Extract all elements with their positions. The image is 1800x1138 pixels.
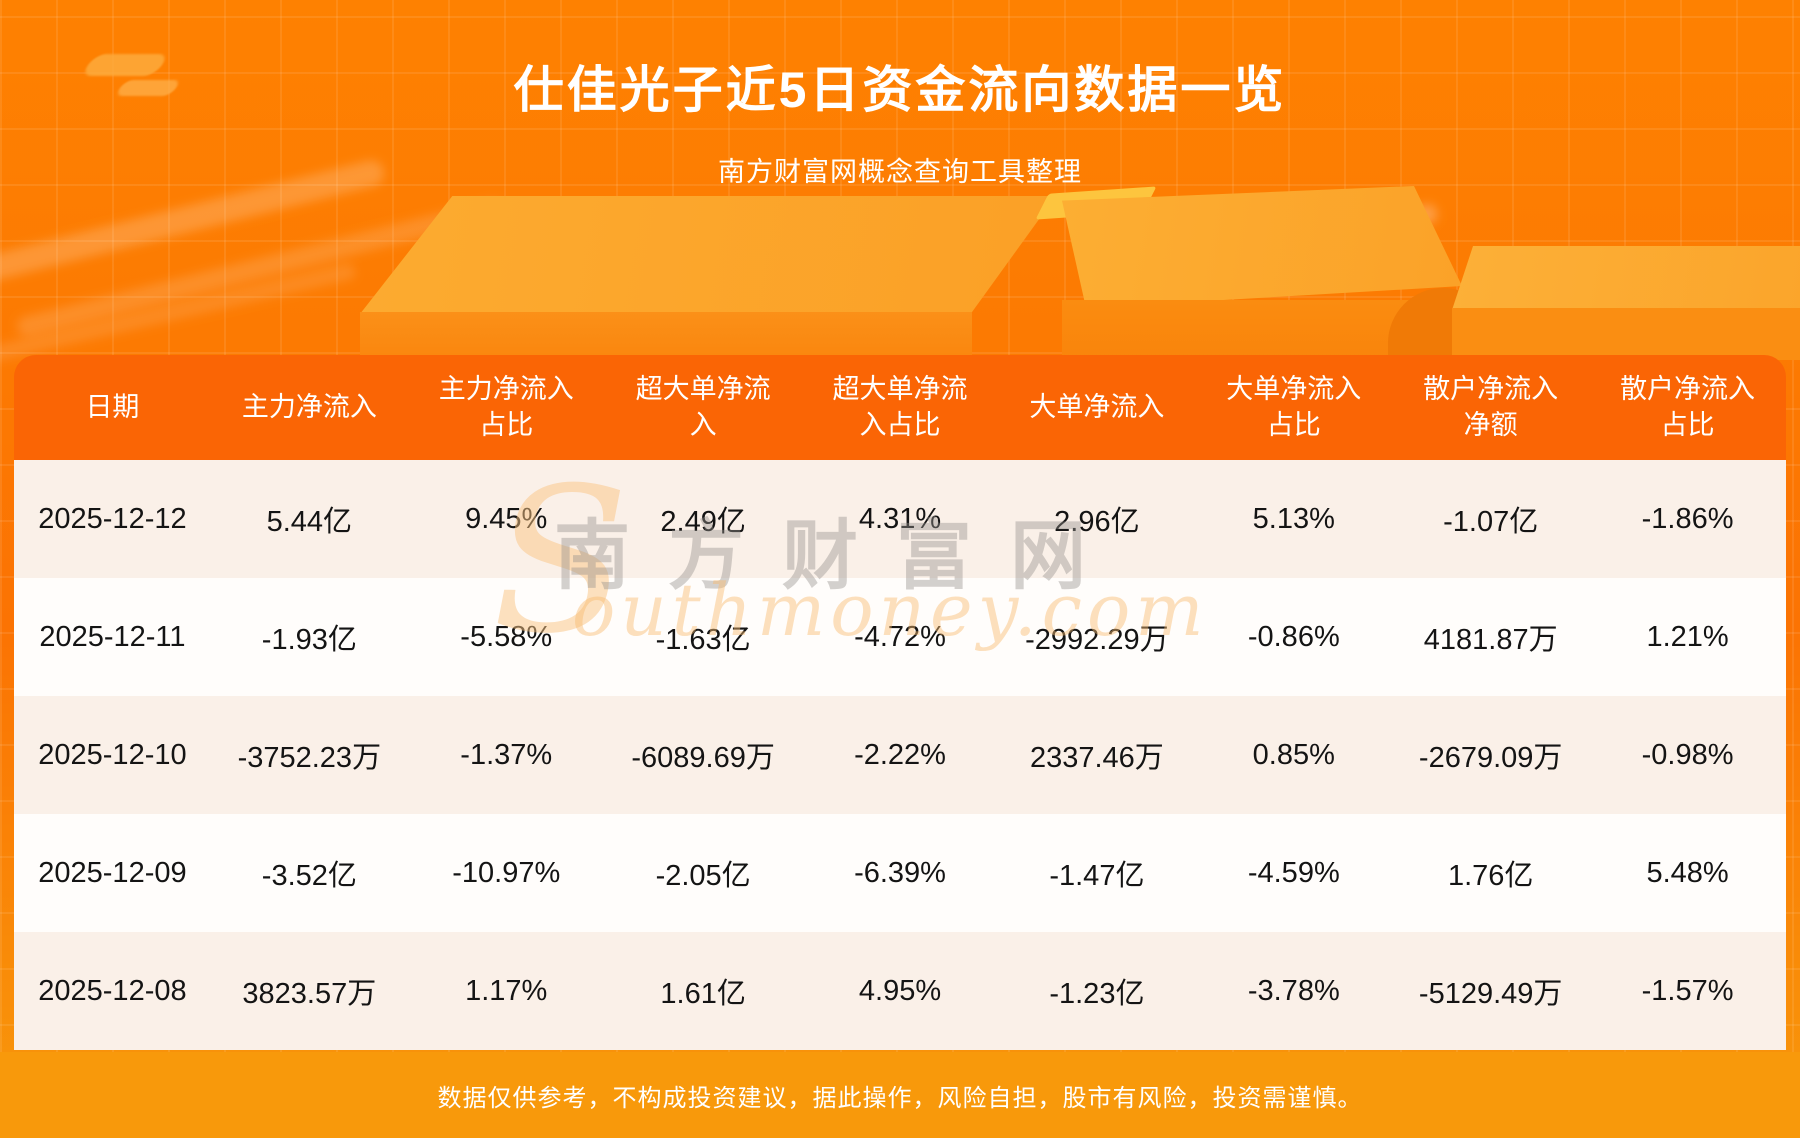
table-cell: -2992.29万	[1025, 624, 1169, 656]
table-cell: 2.49亿	[660, 506, 746, 538]
table-cell: 1.76亿	[1447, 860, 1534, 892]
disclaimer-bar: 数据仅供参考，不构成投资建议，据此操作，风险自担，股市有风险，投资需谨慎。	[0, 1052, 1800, 1138]
table-cell: -4.72%	[854, 620, 946, 653]
table-header-row: 日期 主力净流入 主力净流入占比 超大单净流入 超大单净流入占比 大单净流入 大…	[14, 355, 1786, 460]
page-subtitle: 南方财富网概念查询工具整理	[718, 157, 1082, 187]
table-cell: 1.21%	[1646, 620, 1729, 653]
table-cell: -1.47亿	[1049, 860, 1145, 892]
table-cell: -2.05亿	[655, 860, 751, 892]
podium-front-face	[1452, 308, 1800, 360]
table-cell: 4.95%	[858, 974, 942, 1007]
table-cell: -1.63亿	[655, 624, 751, 656]
table-cell: -3.78%	[1247, 974, 1340, 1007]
table-cell: 2025-12-11	[39, 620, 186, 653]
column-header-xl-order-net-inflow-ratio: 超大单净流入占比	[832, 374, 968, 440]
table-cell: -4.59%	[1247, 856, 1340, 889]
table-cell: 5.48%	[1646, 856, 1729, 889]
table-cell: 2025-12-12	[38, 502, 187, 535]
page-title: 仕佳光子近5日资金流向数据一览	[513, 62, 1287, 118]
table-cell: 5.44亿	[266, 506, 353, 538]
column-header-main-net-inflow-ratio: 主力净流入占比	[438, 374, 574, 440]
table-cell: -1.07亿	[1443, 506, 1539, 538]
podium-top-face	[1452, 246, 1800, 310]
table-cell: -1.23亿	[1049, 978, 1145, 1010]
table-cell: -10.97%	[452, 856, 561, 889]
table-cell: -5129.49万	[1418, 978, 1563, 1010]
column-header-xl-order-net-inflow: 超大单净流入	[635, 374, 771, 440]
fund-flow-table: 日期 主力净流入 主力净流入占比 超大单净流入 超大单净流入占比 大单净流入 大…	[14, 355, 1786, 1050]
column-header-retail-net-inflow-ratio: 散户净流入占比	[1620, 374, 1756, 440]
table-cell: 4.31%	[858, 502, 942, 535]
podium-top-face	[1062, 186, 1462, 308]
table-row: 2025-12-10 -3752.23万 -1.37% -6089.69万 -2…	[14, 696, 1786, 814]
table-cell: -5.58%	[460, 620, 553, 653]
table-cell: 2337.46万	[1029, 742, 1164, 774]
table-cell: -6.39%	[854, 856, 946, 889]
table-cell: 3823.57万	[242, 978, 377, 1010]
table-row: 2025-12-09 -3.52亿 -10.97% -2.05亿 -6.39% …	[14, 814, 1786, 932]
table-cell: -1.86%	[1641, 502, 1734, 535]
disclaimer-text: 数据仅供参考，不构成投资建议，据此操作，风险自担，股市有风险，投资需谨慎。	[437, 1084, 1363, 1112]
table-cell: 2.96亿	[1054, 506, 1140, 538]
table-cell: 2025-12-08	[38, 974, 187, 1007]
table-cell: 0.85%	[1252, 738, 1335, 771]
table-cell: -6089.69万	[631, 742, 775, 774]
table-cell: 5.13%	[1252, 502, 1335, 535]
table-cell: -1.37%	[460, 738, 553, 771]
column-header-large-order-net-inflow-ratio: 大单净流入占比	[1226, 374, 1362, 440]
table-cell: 9.45%	[465, 502, 548, 535]
table-cell: 4181.87万	[1423, 624, 1558, 656]
table-cell: -0.98%	[1641, 738, 1734, 771]
table-cell: -2.22%	[854, 738, 946, 771]
table-cell: -1.93亿	[261, 624, 357, 656]
column-header-large-order-net-inflow: 大单净流入	[1029, 391, 1165, 422]
table-row: 2025-12-08 3823.57万 1.17% 1.61亿 4.95% -1…	[14, 932, 1786, 1050]
table-cell: 2025-12-10	[38, 738, 187, 771]
table-cell: -3752.23万	[237, 742, 382, 774]
table-body: 2025-12-12 5.44亿 9.45% 2.49亿 4.31% 2.96亿…	[14, 460, 1786, 1050]
table-cell: 1.17%	[465, 974, 548, 1007]
podium-top-face	[360, 196, 1056, 314]
podium-front-face	[360, 312, 972, 360]
table-cell: 1.61亿	[660, 978, 746, 1010]
column-header-main-net-inflow: 主力净流入	[241, 391, 377, 422]
table-cell: 2025-12-09	[38, 856, 187, 889]
table-row: 2025-12-11 -1.93亿 -5.58% -1.63亿 -4.72% -…	[14, 578, 1786, 696]
table-cell: -1.57%	[1641, 974, 1734, 1007]
table-cell: -3.52亿	[261, 860, 357, 892]
column-header-retail-net-inflow: 散户净流入净额	[1423, 374, 1559, 440]
table-cell: -0.86%	[1247, 620, 1340, 653]
table-row: 2025-12-12 5.44亿 9.45% 2.49亿 4.31% 2.96亿…	[14, 460, 1786, 578]
table-cell: -2679.09万	[1418, 742, 1563, 774]
column-header-date: 日期	[85, 391, 140, 422]
